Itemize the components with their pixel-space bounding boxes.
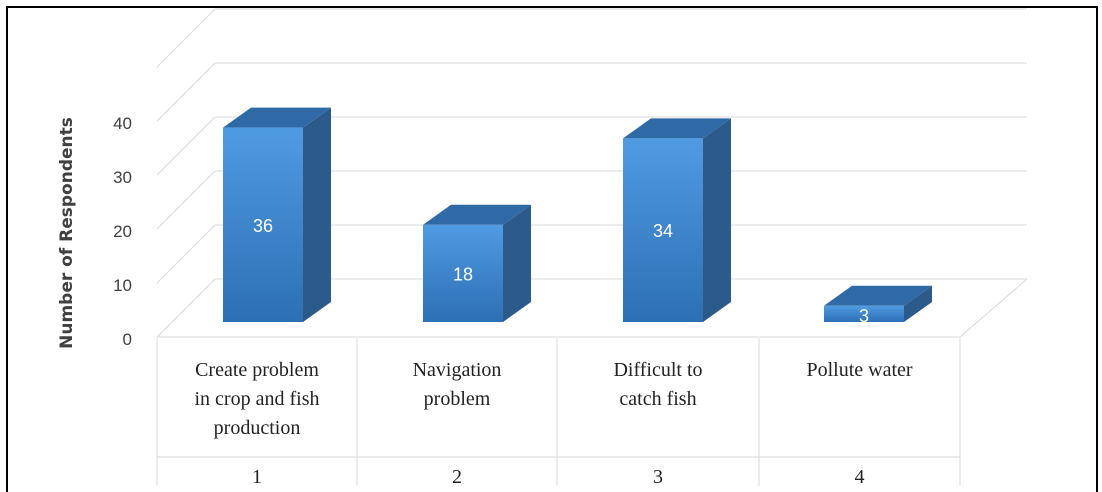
gridlines [156,8,1028,338]
data-label: 34 [653,221,673,241]
y-tick-label: 0 [123,330,132,349]
bar-top [824,285,932,306]
bar-4: 3 [824,285,932,326]
bar-side [904,285,932,322]
category-index: 3 [653,466,663,486]
bar-top [623,118,731,139]
bar-3: 34 [623,118,731,323]
category-label: catch fish [619,388,696,410]
category-label: Navigation [413,359,502,381]
chart-frame [6,6,1098,492]
y-tick-label: 10 [113,276,132,295]
bar-front [824,305,904,322]
category-label: in crop and fish [195,388,320,410]
bars: 36 18 34 3 [223,107,932,326]
y-tick-label: 40 [113,114,132,133]
category-index: 2 [452,466,462,486]
y-tick-label: 30 [113,168,132,187]
y-axis-ticks: 0 10 20 30 40 [113,114,132,349]
category-label: Pollute water [806,359,912,381]
category-table [156,338,961,486]
category-label: production [214,417,301,439]
bar-top [423,204,531,225]
data-label: 18 [453,264,473,284]
category-index: 4 [855,466,865,486]
y-axis-label: Number of Respondents [57,117,77,349]
bar-side [703,118,731,323]
category-index: 1 [252,466,262,486]
category-label: problem [424,388,491,410]
category-labels: Create problem in crop and fish production… [195,359,913,486]
bar-side [503,204,531,322]
bar-front [223,127,303,322]
category-label: Create problem [195,359,319,381]
bar-top [223,107,331,128]
y-tick-label: 20 [113,222,132,241]
category-label: Difficult to [613,359,702,381]
bar-1: 36 [223,107,331,322]
data-label: 36 [253,216,273,236]
bar-side [303,107,331,322]
bar-2: 18 [423,204,531,322]
bar-front [623,138,703,322]
data-label: 3 [859,306,869,326]
bar-front [423,224,503,322]
